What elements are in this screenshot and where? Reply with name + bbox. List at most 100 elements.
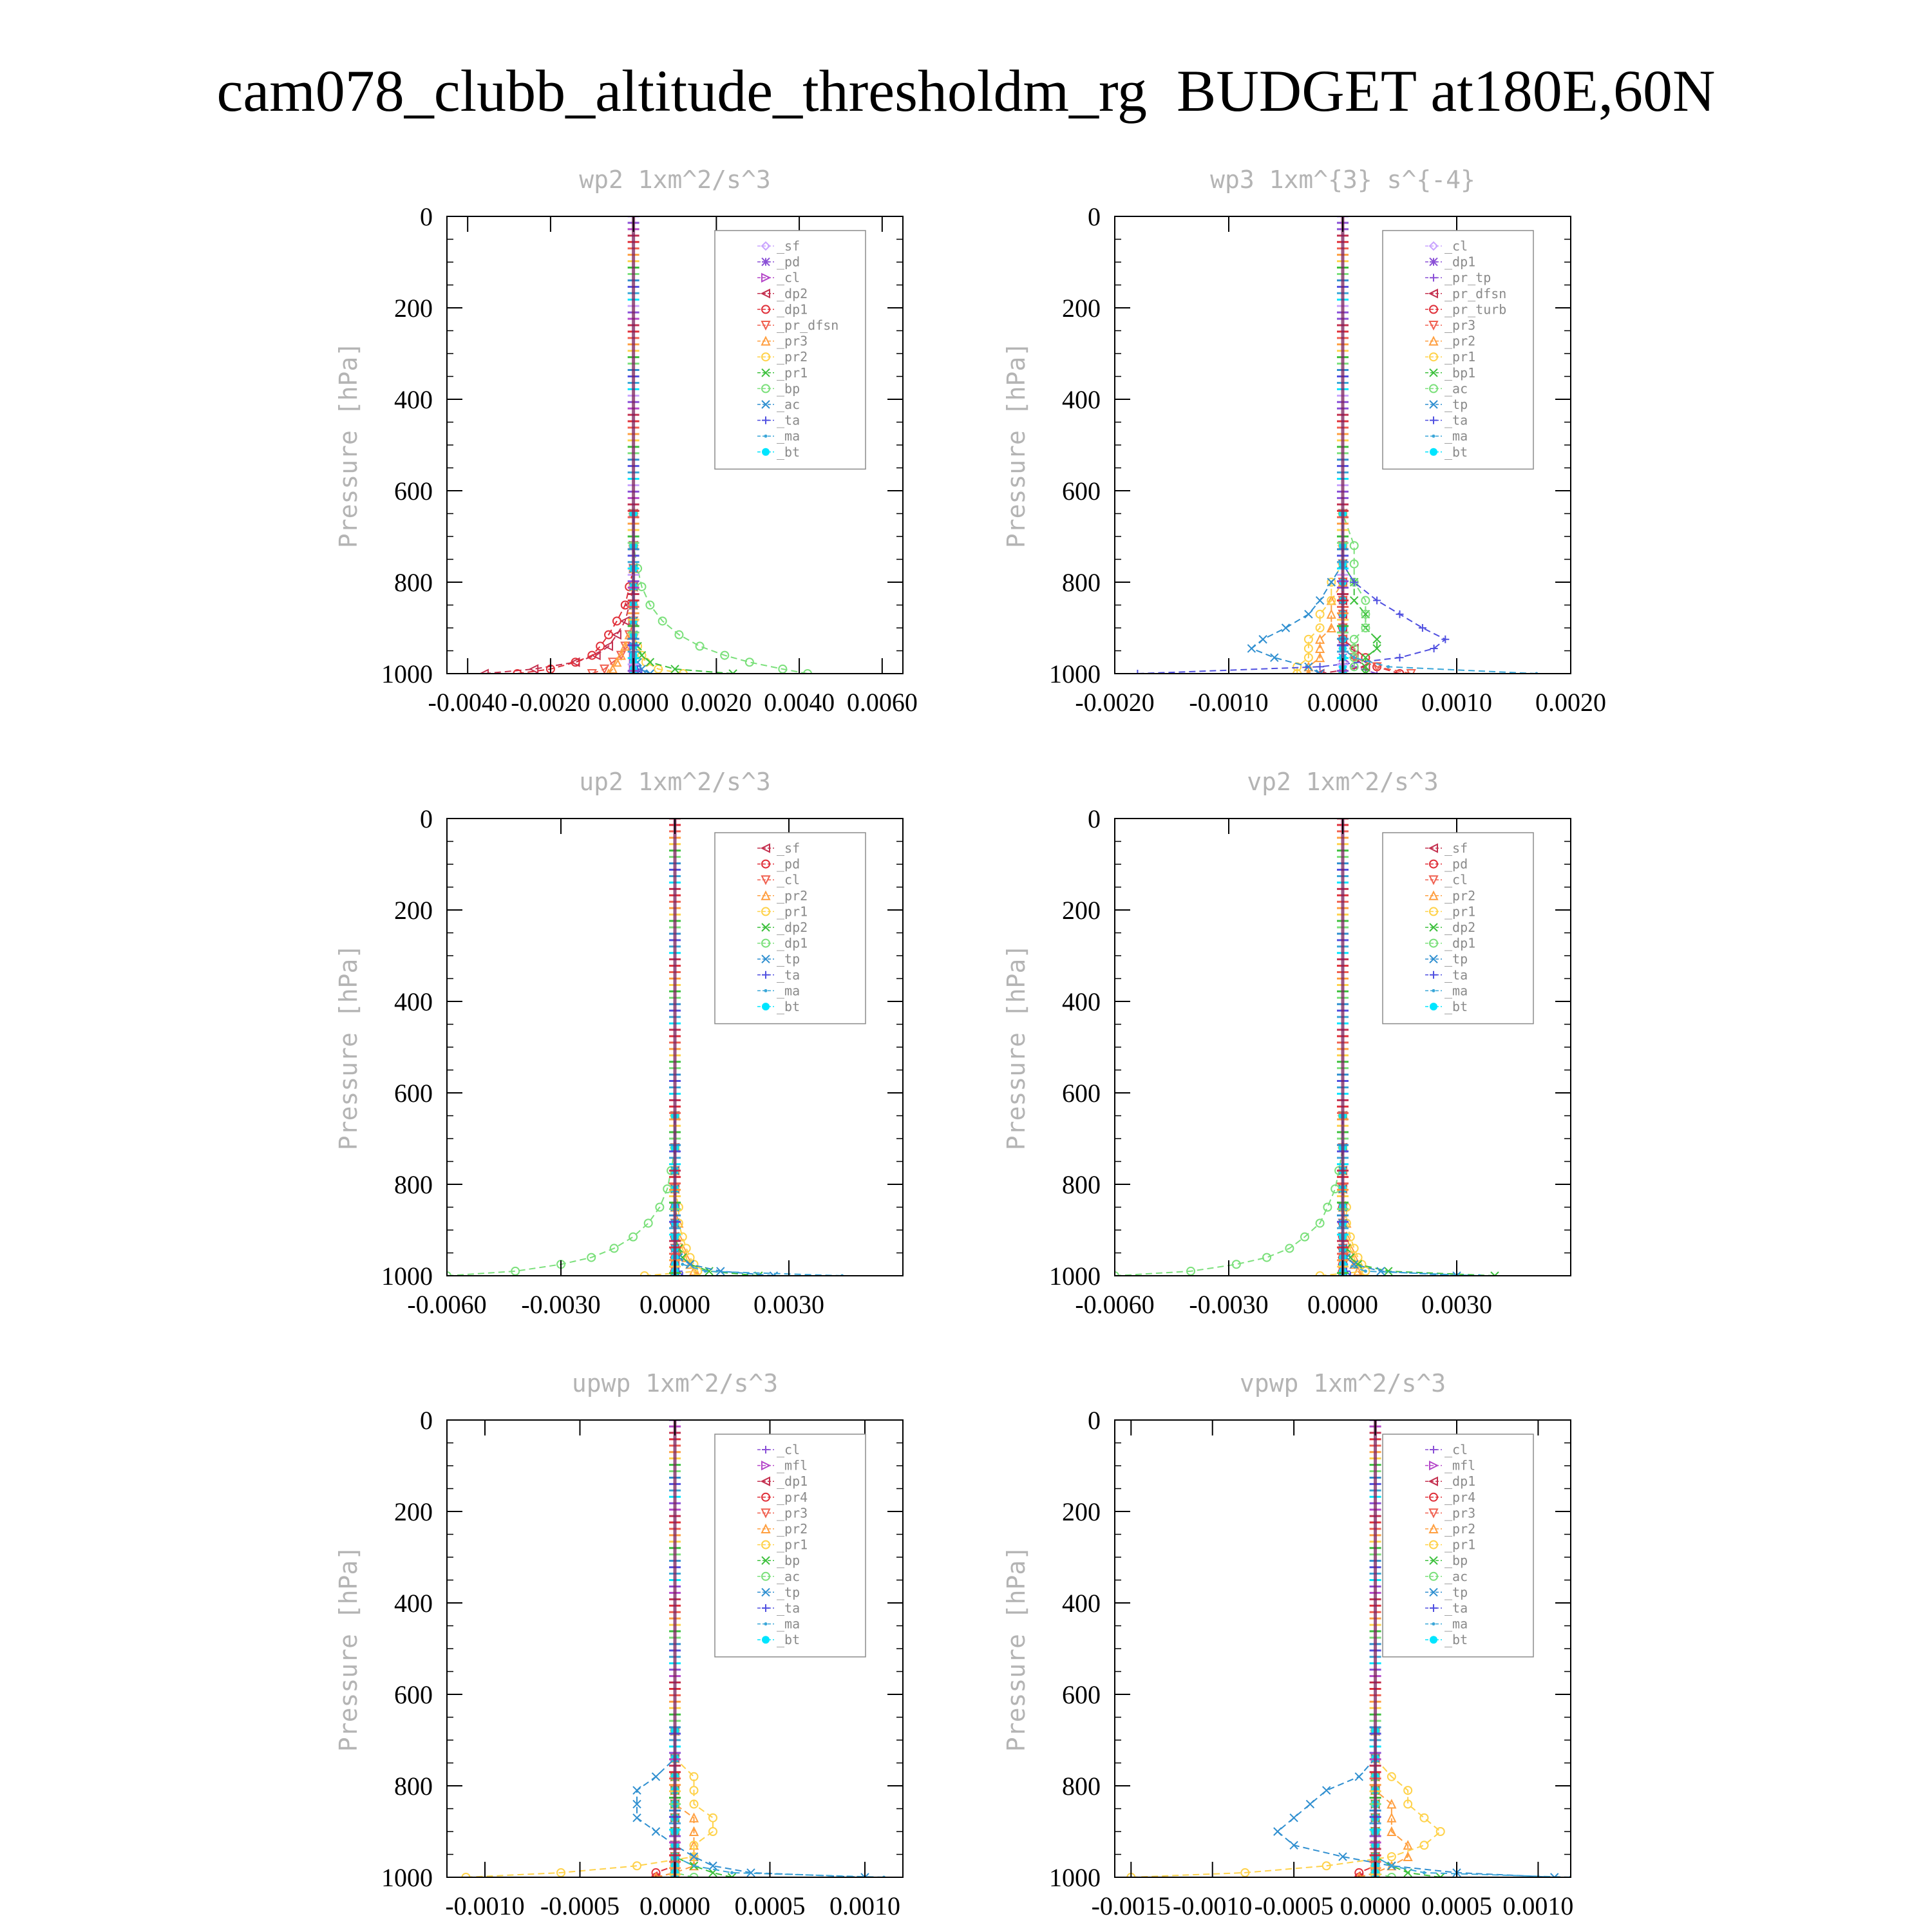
data-point [761,305,770,314]
data-point [689,1852,699,1862]
legend-label: _dp1 [1444,254,1475,270]
data-point [762,1003,770,1010]
data-point [1361,653,1370,662]
y-axis-label: Pressure [hPa] [334,342,363,548]
data-point [1289,1813,1298,1823]
legend-label: _pr_turb [1444,301,1506,317]
y-tick-label: 200 [394,1497,433,1526]
y-tick-label: 800 [1062,1170,1101,1199]
data-point [1303,643,1313,653]
data-point [762,1636,770,1644]
data-point [762,971,770,979]
legend-label: _mfl [777,1458,808,1473]
panel-title: wp3 1xm^{3} s^{-4} [1210,166,1475,194]
legend-label: _ta [777,967,800,983]
data-point [587,1253,596,1262]
data-point [1315,1218,1325,1228]
data-point [802,669,812,674]
data-point [1428,321,1439,331]
data-point [1395,669,1405,674]
data-point [689,1841,699,1850]
series-group [1133,216,1539,674]
data-point [761,1492,770,1502]
y-tick-label: 0 [420,1406,433,1435]
data-point [761,368,770,377]
data-point [761,1540,770,1549]
data-point [1430,274,1437,282]
series-line [1296,513,1343,674]
data-point [651,1827,661,1836]
legend-label: _pr2 [1444,1521,1475,1537]
legend-label: _pr1 [777,904,808,919]
data-point [1428,289,1438,299]
data-point [1326,609,1336,619]
data-point [761,241,771,251]
panel-title: up2 1xm^2/s^3 [579,768,770,796]
data-point [1429,384,1438,393]
data-point [1305,1799,1315,1809]
data-point [1387,665,1390,668]
data-point [637,650,647,660]
legend-box [1382,1434,1534,1658]
x-tick-label: -0.0010 [1189,688,1268,717]
data-point [620,641,630,651]
series-line [1342,513,1537,674]
data-point [645,658,655,667]
y-tick-label: 200 [1062,896,1101,925]
legend-label: _bt [777,999,800,1014]
data-point [1361,669,1370,674]
x-tick-label: -0.0020 [511,688,590,717]
data-point [632,1786,641,1795]
data-point [1432,434,1435,438]
chart-panel-4: vp2 1xm^2/s^3 Pressure [hPa] 0 200 400 600 800… [1002,768,1571,1319]
data-point [513,669,522,674]
chart-panel-3: up2 1xm^2/s^3 Pressure [hPa] 0 200 400 600 800… [334,768,904,1319]
data-point [1270,653,1279,662]
legend-label: _cl [1444,238,1468,254]
x-tick-label: 0.0060 [847,688,918,717]
legend-label: _dp1 [777,1473,808,1489]
legend-label: _sf [777,238,800,254]
series-line [674,1115,774,1276]
chart-panel-2: wp3 1xm^{3} s^{-4} Pressure [hPa] 0 200 400 6… [1002,166,1606,717]
series-line [674,1115,842,1276]
x-tick-label: 0.0040 [764,688,835,717]
data-point [616,650,626,660]
series-line [1137,513,1447,674]
y-axis-label: Pressure [hPa] [1002,944,1030,1150]
legend-label: _ac [777,397,800,412]
legend-label: _ma [777,1616,800,1632]
chart-panel-1: wp2 1xm^2/s^3 Pressure [hPa] 0 200 400 600 800… [334,166,918,717]
y-tick-label: 0 [420,202,433,231]
legend-label: _pd [777,857,800,872]
data-point [632,1813,641,1823]
data-point [1346,1272,1354,1276]
series-line [1359,1730,1409,1877]
y-tick-label: 400 [394,385,433,414]
data-point [1428,1523,1439,1533]
data-point [651,1772,661,1781]
data-point [609,1244,619,1253]
legend-label: _pr_dfsn [777,317,838,333]
data-point [761,384,770,393]
y-tick-label: 1000 [1049,1262,1101,1291]
data-point [761,272,772,283]
data-point [1281,623,1291,632]
legend-label: _pd [1444,857,1468,872]
data-point [1429,352,1438,362]
data-point [761,400,770,409]
data-point [1327,578,1336,587]
data-point [689,1772,699,1781]
data-point [716,1267,725,1276]
x-tick-label: 0.0000 [1307,688,1378,717]
data-point [587,669,597,674]
data-point [1315,669,1325,674]
data-point [1387,1812,1397,1823]
data-point [761,923,770,932]
data-point [1429,1587,1438,1597]
data-point [655,1202,665,1212]
y-tick-label: 800 [394,1170,433,1199]
data-point [1428,875,1439,886]
x-tick-label: -0.0030 [1189,1290,1268,1319]
legend-label: _ac [1444,1569,1468,1584]
